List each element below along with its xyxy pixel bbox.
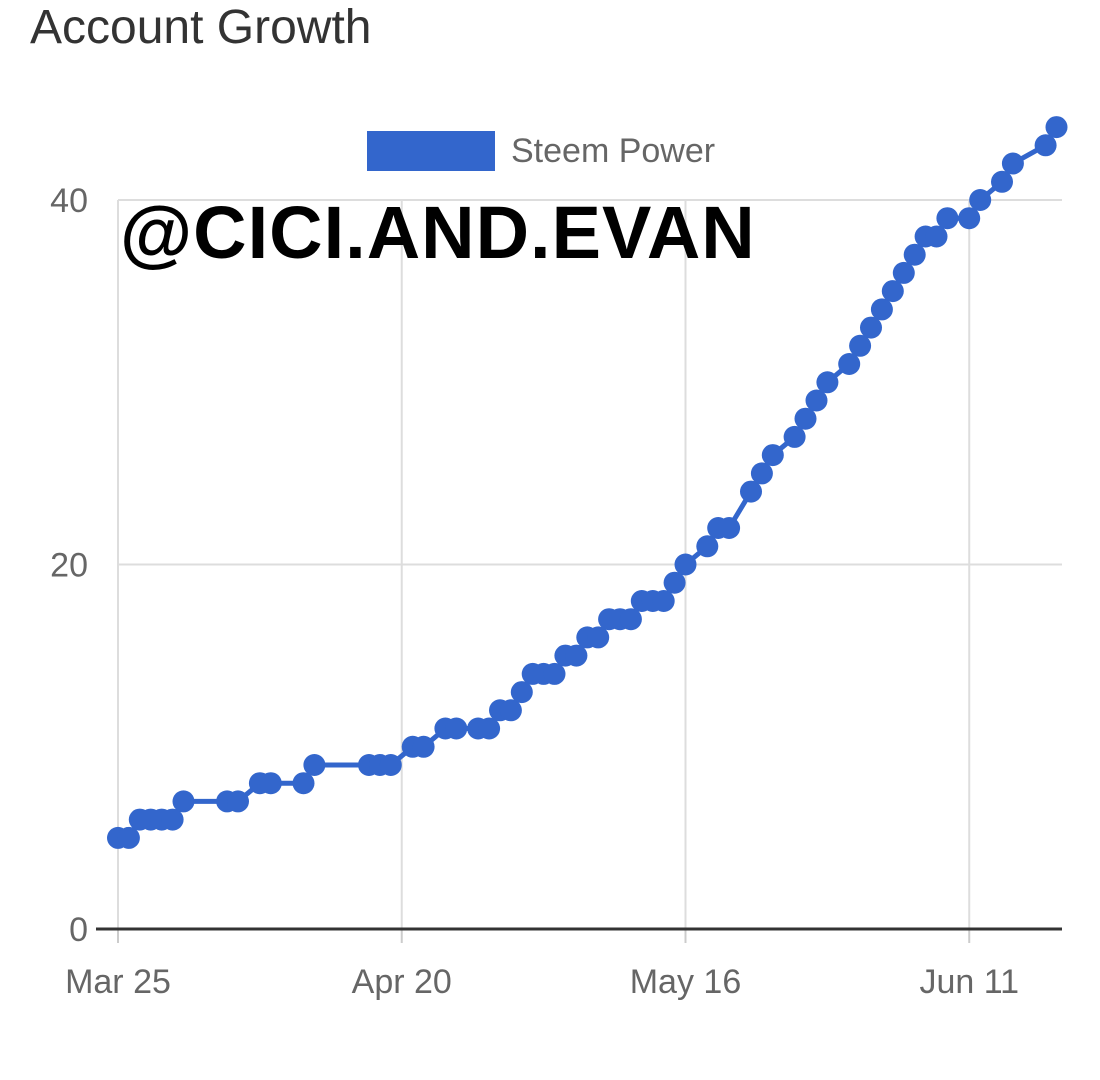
- x-tick-label: Apr 20: [352, 963, 452, 1001]
- data-point: [379, 754, 402, 776]
- x-tick-label: Mar 25: [65, 963, 171, 1001]
- data-point: [292, 772, 315, 795]
- data-point: [991, 170, 1013, 193]
- data-point: [227, 790, 249, 813]
- chart-title: Account Growth: [30, 1, 372, 54]
- data-point: [794, 407, 817, 430]
- data-point: [161, 808, 184, 831]
- data-point: [652, 590, 675, 612]
- data-point: [412, 735, 435, 758]
- x-tick-label: May 16: [630, 963, 742, 1001]
- legend-swatch: [367, 131, 495, 171]
- data-point: [750, 462, 773, 485]
- data-point: [783, 425, 806, 448]
- data-point: [619, 608, 642, 631]
- x-tick-labels: Mar 25 Apr 20 May 16 Jun 11: [65, 963, 1019, 1001]
- legend-label: Steem Power: [511, 132, 715, 170]
- data-point: [565, 644, 588, 667]
- data-point: [478, 717, 501, 740]
- y-tick-labels: 0 20 40: [50, 182, 88, 949]
- data-point: [172, 790, 195, 813]
- data-point: [936, 207, 959, 230]
- data-point: [881, 280, 904, 303]
- axes: [96, 200, 1062, 943]
- data-point: [445, 717, 468, 740]
- data-point: [816, 371, 839, 394]
- data-point: [303, 754, 326, 776]
- data-point: [838, 353, 861, 375]
- data-point: [696, 535, 719, 558]
- data-point: [1034, 134, 1057, 157]
- data-point: [259, 772, 282, 795]
- data-point: [499, 699, 522, 722]
- data-point: [674, 553, 697, 576]
- data-point: [117, 826, 140, 849]
- data-point: [925, 225, 948, 248]
- data-point: [1001, 152, 1024, 175]
- data-point: [587, 626, 610, 649]
- data-point: [860, 316, 882, 339]
- data-point: [870, 298, 893, 321]
- data-point: [892, 261, 915, 284]
- watermark-username: @CICI.AND.EVAN: [120, 191, 756, 274]
- y-tick-label: 20: [50, 547, 88, 585]
- data-point: [903, 243, 926, 266]
- data-point: [761, 444, 784, 467]
- data-point: [718, 517, 741, 539]
- data-point: [510, 681, 533, 704]
- series-steem-power: [107, 116, 1068, 849]
- x-tick-label: Jun 11: [919, 963, 1019, 1001]
- data-point: [958, 207, 981, 230]
- data-point: [1045, 116, 1068, 139]
- grid-lines: [118, 199, 1062, 929]
- legend: Steem Power: [367, 131, 715, 171]
- y-tick-label: 0: [69, 911, 88, 949]
- data-point: [663, 571, 686, 594]
- data-point: [543, 662, 566, 685]
- data-point: [740, 480, 762, 503]
- data-point: [849, 334, 872, 357]
- data-point: [805, 389, 828, 412]
- y-tick-label: 40: [50, 182, 88, 220]
- data-point: [969, 189, 992, 211]
